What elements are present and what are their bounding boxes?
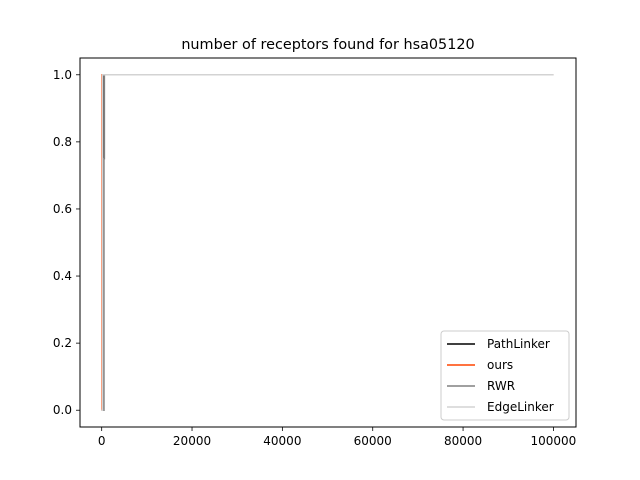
legend-label-rwr: RWR (487, 379, 515, 393)
legend-box (440, 330, 570, 421)
x-axis: 0 20000 40000 60000 80000 100000 (98, 427, 576, 448)
legend-label-ours: ours (487, 358, 513, 372)
series-line-edgelinker (101, 74, 554, 411)
y-tick-label: 0.8 (53, 135, 72, 149)
plot-area (79, 57, 577, 428)
y-tick-label: 1.0 (53, 68, 72, 82)
x-tick-label: 60000 (354, 434, 392, 448)
y-tick-label: 0.6 (53, 202, 72, 216)
y-axis: 0.0 0.2 0.4 0.6 0.8 1.0 (53, 68, 80, 417)
x-tick-label: 40000 (263, 434, 301, 448)
x-tick-label: 20000 (173, 434, 211, 448)
legend: PathLinker ours RWR EdgeLinker (440, 330, 570, 421)
x-tick-label: 80000 (444, 434, 482, 448)
legend-label-edgelinker: EdgeLinker (487, 400, 554, 414)
x-tick-label: 0 (98, 434, 106, 448)
x-tick-label: 100000 (531, 434, 577, 448)
y-tick-label: 0.2 (53, 336, 72, 350)
plot-lines (101, 74, 554, 411)
y-tick-label: 0.4 (53, 269, 72, 283)
y-tick-label: 0.0 (53, 403, 72, 417)
legend-label-pathlinker: PathLinker (487, 337, 550, 351)
chart-title: number of receptors found for hsa05120 (181, 37, 474, 53)
